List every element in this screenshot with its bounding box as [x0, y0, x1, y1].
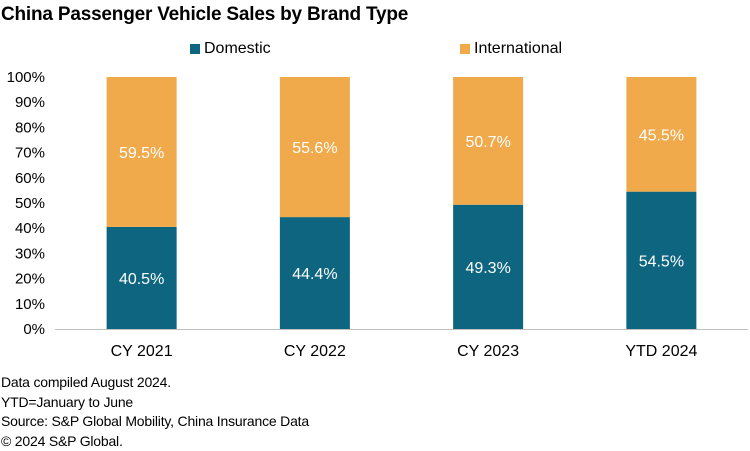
footnotes: Data compiled August 2024. YTD=January t…: [1, 373, 309, 451]
legend-label-domestic: Domestic: [204, 40, 271, 57]
x-tick-label: CY 2023: [457, 343, 519, 360]
legend-swatch-international: [460, 44, 470, 54]
y-tick-label: 60%: [15, 170, 45, 187]
data-label-international-1: 59.5%: [119, 145, 164, 162]
legend-item-domestic: Domestic: [190, 40, 271, 58]
stacked-bar-chart: 0% 10% 20% 30% 40% 50% 60% 70% 80% 90% 100% 40.5% 59…: [7, 69, 748, 360]
data-label-international-4: 45.5%: [639, 127, 684, 144]
y-tick-label: 40%: [15, 220, 45, 237]
y-tick-label: 90%: [15, 94, 45, 111]
y-tick-label: 30%: [15, 245, 45, 262]
bar-domestic-2: [279, 217, 350, 329]
chart-title: China Passenger Vehicle Sales by Brand T…: [1, 4, 409, 25]
bar-international-1: [106, 77, 177, 227]
bar-international-4: [626, 77, 697, 192]
y-tick-label: 0%: [23, 321, 45, 338]
footnote-source: Source: S&P Global Mobility, China Insur…: [1, 413, 309, 429]
x-tick-label: CY 2021: [111, 343, 173, 360]
data-label-domestic-3: 49.3%: [465, 260, 510, 277]
bar-international-3: [453, 77, 524, 205]
footnote-compiled: Data compiled August 2024.: [1, 374, 171, 390]
x-tick-label: CY 2022: [284, 343, 346, 360]
bar-domestic-1: [106, 226, 177, 329]
legend-item-international: International: [460, 40, 562, 58]
y-tick-label: 10%: [15, 296, 45, 313]
legend-swatch-domestic: [190, 44, 200, 54]
x-tick-label: YTD 2024: [625, 343, 697, 360]
footnote-ytd: YTD=January to June: [1, 393, 133, 410]
data-label-domestic-4: 54.5%: [639, 253, 684, 270]
bar-international-2: [279, 77, 350, 218]
data-label-international-3: 50.7%: [465, 134, 510, 151]
y-tick-label: 20%: [15, 271, 45, 288]
bar-domestic-4: [626, 191, 697, 329]
bar-domestic-3: [453, 204, 524, 329]
data-label-domestic-2: 44.4%: [292, 266, 337, 283]
y-tick-label: 80%: [15, 119, 45, 136]
y-tick-label: 50%: [15, 195, 45, 212]
legend-label-international: International: [474, 40, 563, 57]
y-tick-label: 100%: [7, 69, 45, 86]
y-tick-label: 70%: [15, 145, 45, 162]
data-label-domestic-1: 40.5%: [119, 271, 164, 288]
footnote-copyright: © 2024 S&P Global.: [1, 432, 123, 449]
data-label-international-2: 55.6%: [292, 140, 337, 157]
